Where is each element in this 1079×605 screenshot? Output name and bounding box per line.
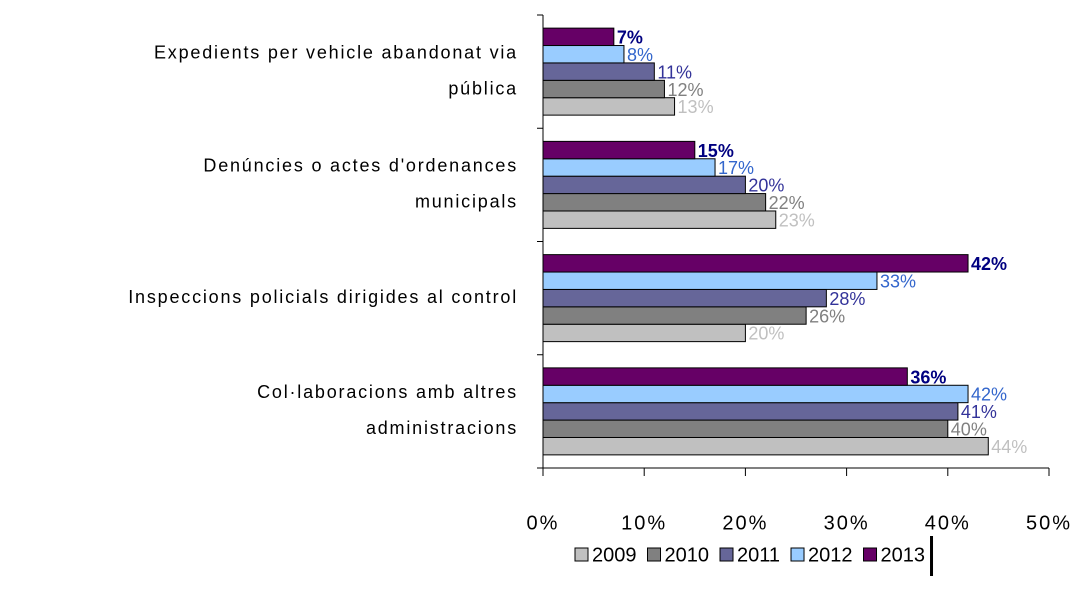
bar <box>542 306 807 325</box>
value-label: 44% <box>991 437 1027 457</box>
category-label: Denúncies o actes d'ordenances <box>203 156 518 176</box>
x-tick-label: 40% <box>925 512 971 534</box>
value-label: 42% <box>971 254 1007 274</box>
value-label: 8% <box>627 45 653 65</box>
value-label: 15% <box>698 141 734 161</box>
x-tick-label: 10% <box>621 512 667 534</box>
x-tick-label: 30% <box>824 512 870 534</box>
bar <box>542 323 746 343</box>
value-label: 7% <box>617 28 643 48</box>
value-label: 22% <box>769 193 805 213</box>
category-label: administracions <box>366 418 518 438</box>
legend-swatch <box>647 547 661 562</box>
category-label: pública <box>448 78 518 98</box>
bar <box>542 402 959 421</box>
legend-swatch <box>790 547 805 562</box>
value-label: 13% <box>678 97 714 117</box>
bar <box>542 254 969 273</box>
bar <box>542 45 625 64</box>
bar <box>542 140 696 160</box>
legend-label: 2009 <box>592 544 637 566</box>
legend-swatch <box>719 547 734 562</box>
legend-swatch <box>863 547 878 562</box>
value-label: 28% <box>829 289 865 309</box>
bar <box>542 97 676 116</box>
category-label: Col·laboracions amb altres <box>257 382 518 402</box>
bar <box>542 62 655 81</box>
bar <box>542 175 746 195</box>
bar <box>542 384 969 404</box>
bar <box>542 79 665 99</box>
legend-label: 2011 <box>737 544 780 566</box>
category-label: Expedients per vehicle abandonat via <box>154 42 518 62</box>
value-label: 40% <box>951 420 987 440</box>
bar <box>542 193 767 212</box>
legend-swatch <box>574 547 589 562</box>
legend-label: 2013 <box>881 544 926 566</box>
bar <box>542 271 878 290</box>
x-tick-label: 20% <box>722 512 768 534</box>
legend-label: 2010 <box>665 544 710 566</box>
value-label: 36% <box>910 367 946 387</box>
value-label: 12% <box>667 80 703 100</box>
value-label: 26% <box>809 306 845 326</box>
value-label: 33% <box>880 271 916 291</box>
bar <box>542 436 989 456</box>
bar <box>542 27 615 47</box>
category-label: municipals <box>415 192 518 212</box>
value-label: 42% <box>971 385 1007 405</box>
bar <box>542 288 827 308</box>
x-tick-label: 50% <box>1026 512 1072 534</box>
value-label: 41% <box>961 402 997 422</box>
x-tick-label: 0% <box>527 512 560 534</box>
legend-cursor <box>930 536 934 576</box>
bar <box>542 419 949 438</box>
legend-label: 2012 <box>808 544 853 566</box>
bar <box>542 210 777 229</box>
bar <box>542 367 908 386</box>
bar <box>542 158 716 177</box>
value-label: 20% <box>748 324 784 344</box>
category-label: Inspeccions policials dirigides al contr… <box>128 287 518 307</box>
value-label: 20% <box>748 176 784 196</box>
value-label: 23% <box>779 210 815 230</box>
value-label: 11% <box>657 62 692 82</box>
value-label: 17% <box>718 158 754 178</box>
